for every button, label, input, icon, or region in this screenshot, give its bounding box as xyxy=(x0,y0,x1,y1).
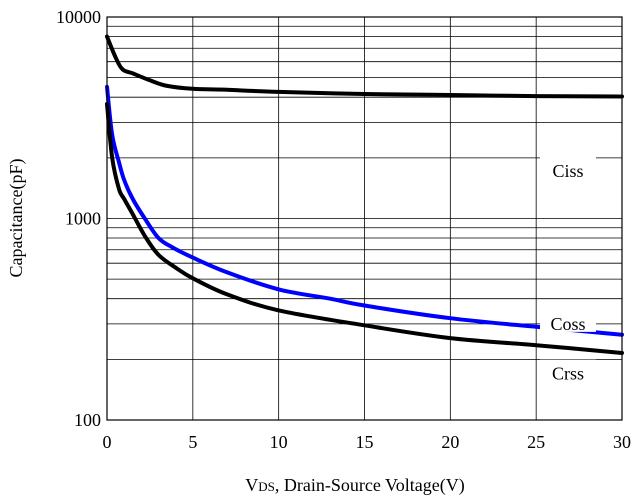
x-tick-label: 15 xyxy=(356,432,374,452)
x-axis-label-main: V xyxy=(245,475,258,495)
series-line-ciss xyxy=(105,34,624,99)
x-tick-label: 20 xyxy=(441,432,459,452)
series-label-background xyxy=(540,359,596,382)
series-label-background xyxy=(540,309,596,332)
series-line-coss xyxy=(105,84,624,337)
x-axis-label-sub: DS xyxy=(258,479,275,494)
series-label-coss: Coss xyxy=(550,314,585,334)
series-label-crss: Crss xyxy=(552,364,584,384)
series-layer xyxy=(105,34,624,355)
series-label-background xyxy=(540,157,596,180)
plot-frame xyxy=(106,16,623,421)
y-tick-label: 100 xyxy=(74,410,101,430)
x-tick-label: 5 xyxy=(188,432,197,452)
x-axis-label: VDS, Drain-Source Voltage(V) xyxy=(245,475,464,496)
tick-labels: 0 5 10 15 20 25 30 100 1000 10000 xyxy=(56,7,631,452)
x-tick-label: 25 xyxy=(527,432,545,452)
series-labels: Ciss Coss Crss xyxy=(540,157,596,384)
x-tick-label: 30 xyxy=(613,432,631,452)
x-axis-label-rest: , Drain-Source Voltage(V) xyxy=(275,475,465,496)
series-line-crss xyxy=(105,102,624,355)
x-tick-label: 10 xyxy=(270,432,288,452)
x-tick-label: 0 xyxy=(103,432,112,452)
series-label-ciss: Ciss xyxy=(552,161,583,181)
grid-lines xyxy=(107,17,622,420)
y-axis-label: Capacitance(pF) xyxy=(6,159,27,278)
y-tick-label: 10000 xyxy=(56,7,101,27)
y-tick-label: 1000 xyxy=(65,209,101,229)
